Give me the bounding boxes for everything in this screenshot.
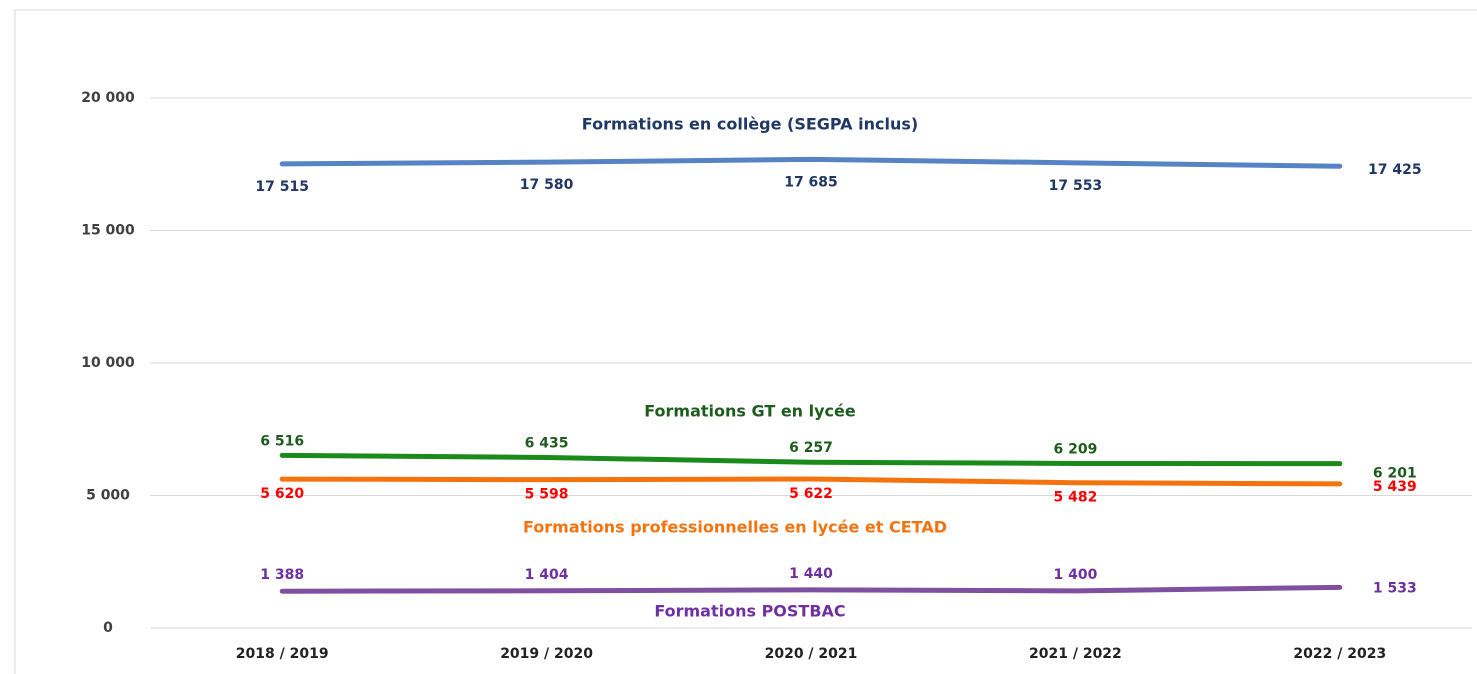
data-label: 17 515 [255,179,309,195]
series-name: Formations POSTBAC [654,602,845,621]
series-name: Formations GT en lycée [644,402,856,421]
y-tick-label: 20 000 [81,90,135,106]
series-line [279,476,1343,487]
data-label: 6 435 [525,435,569,451]
data-label: 6 257 [789,440,833,456]
data-label: 6 201 [1373,466,1417,482]
x-tick-label: 2021 / 2022 [1029,646,1122,662]
data-label: 5 622 [789,486,833,502]
x-tick-label: 2018 / 2019 [236,646,329,662]
x-tick-label: 2022 / 2023 [1293,646,1386,662]
data-label: 17 553 [1049,178,1103,194]
data-label: 1 388 [260,567,304,583]
data-label: 17 580 [520,177,574,193]
data-label: 1 400 [1053,567,1097,583]
x-tick-label: 2019 / 2020 [500,646,593,662]
series-line [279,156,1343,169]
data-label: 1 533 [1373,580,1417,596]
data-label: 17 685 [784,174,838,190]
data-label: 5 482 [1053,490,1097,506]
series-line [279,452,1343,467]
data-label: 17 425 [1368,162,1422,178]
frame [14,9,1477,674]
y-tick-label: 15 000 [81,223,135,239]
x-tick-label: 2020 / 2021 [765,646,858,662]
y-tick-label: 0 [103,620,113,636]
y-tick-label: 5 000 [86,488,130,504]
data-label: 6 516 [260,433,304,449]
data-label: 5 439 [1373,479,1417,495]
data-label: 1 404 [525,567,569,583]
series-line [279,584,1343,594]
series-name: Formations en collège (SEGPA inclus) [582,115,918,134]
data-label: 1 440 [789,566,833,582]
data-label: 5 598 [525,487,569,503]
series-name: Formations professionnelles en lycée et … [523,518,947,537]
data-label: 5 620 [260,486,304,502]
y-tick-label: 10 000 [81,355,135,371]
data-label: 6 209 [1053,441,1097,457]
